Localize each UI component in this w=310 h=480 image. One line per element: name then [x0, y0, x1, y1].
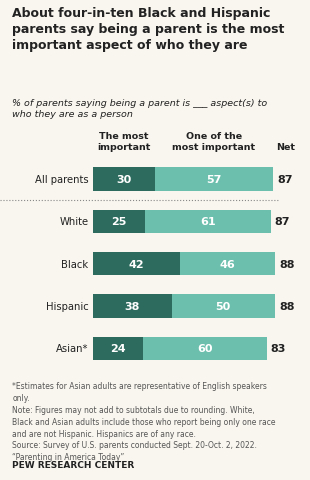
Text: The most
important: The most important: [97, 132, 151, 151]
Text: 25: 25: [111, 217, 126, 227]
Text: Hispanic: Hispanic: [46, 301, 88, 311]
Text: 24: 24: [110, 344, 126, 353]
Text: 50: 50: [215, 301, 231, 311]
Text: About four-in-ten Black and Hispanic
parents say being a parent is the most
impo: About four-in-ten Black and Hispanic par…: [12, 7, 285, 52]
Bar: [93, 295, 171, 318]
Text: 88: 88: [279, 301, 294, 311]
Bar: [145, 210, 271, 233]
Text: 88: 88: [279, 259, 294, 269]
Text: 60: 60: [197, 344, 212, 353]
Text: All parents: All parents: [35, 175, 88, 184]
Text: 42: 42: [129, 259, 144, 269]
Bar: [93, 210, 145, 233]
Text: Net: Net: [276, 142, 295, 151]
Text: Asian*: Asian*: [56, 344, 88, 353]
Text: 87: 87: [275, 217, 290, 227]
Bar: [93, 168, 155, 191]
Text: 30: 30: [116, 175, 132, 184]
Text: 57: 57: [206, 175, 222, 184]
Bar: [155, 168, 273, 191]
Text: PEW RESEARCH CENTER: PEW RESEARCH CENTER: [12, 460, 135, 469]
Text: 38: 38: [125, 301, 140, 311]
Text: One of the
most important: One of the most important: [172, 132, 255, 151]
Text: % of parents saying being a parent is ___ aspect(s) to
who they are as a person: % of parents saying being a parent is __…: [12, 98, 268, 119]
Bar: [171, 295, 275, 318]
Bar: [180, 252, 275, 276]
Text: Black: Black: [61, 259, 88, 269]
Text: *Estimates for Asian adults are representative of English speakers
only.
Note: F: *Estimates for Asian adults are represen…: [12, 382, 276, 461]
Text: White: White: [59, 217, 88, 227]
Bar: [143, 337, 267, 360]
Text: 46: 46: [219, 259, 235, 269]
Bar: [93, 252, 180, 276]
Bar: [93, 337, 143, 360]
Text: 61: 61: [200, 217, 215, 227]
Text: 83: 83: [271, 344, 286, 353]
Text: 87: 87: [277, 175, 292, 184]
